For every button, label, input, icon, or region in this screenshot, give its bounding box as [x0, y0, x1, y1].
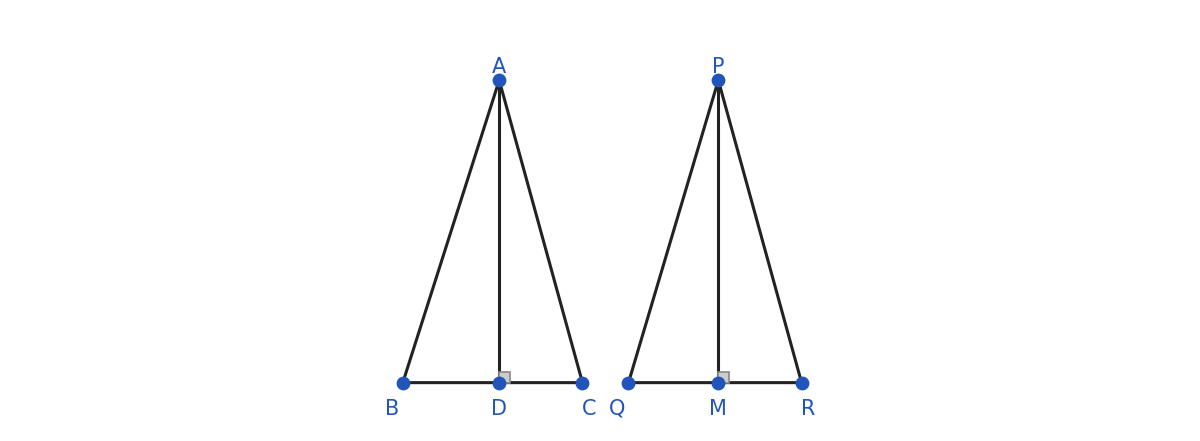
- Text: R: R: [800, 399, 815, 419]
- Text: Q: Q: [610, 399, 625, 419]
- Text: D: D: [491, 399, 508, 419]
- Point: [490, 379, 509, 386]
- Point: [490, 77, 509, 84]
- Point: [792, 379, 811, 386]
- Bar: [719, 372, 730, 383]
- Point: [709, 379, 728, 386]
- Text: M: M: [709, 399, 727, 419]
- Bar: [499, 372, 510, 383]
- Text: A: A: [492, 57, 506, 77]
- Point: [572, 379, 592, 386]
- Text: P: P: [712, 57, 725, 77]
- Point: [619, 379, 638, 386]
- Point: [709, 77, 728, 84]
- Text: C: C: [582, 399, 596, 419]
- Point: [394, 379, 413, 386]
- Text: B: B: [385, 399, 398, 419]
